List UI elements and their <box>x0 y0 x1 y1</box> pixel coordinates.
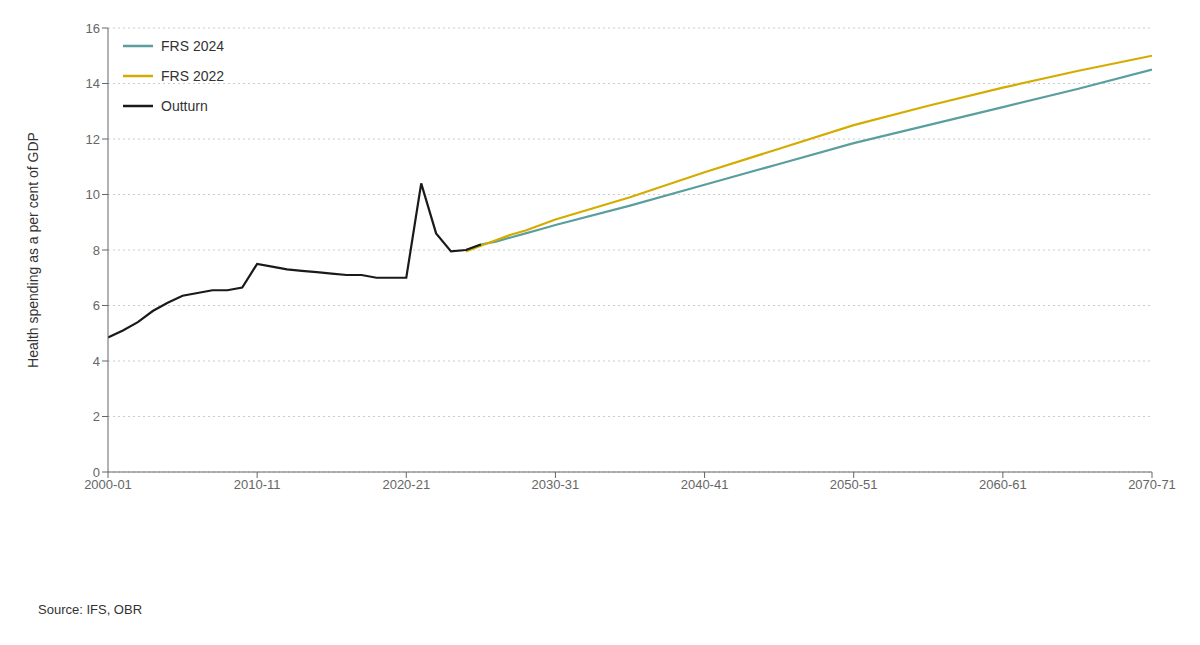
svg-text:6: 6 <box>93 298 100 313</box>
svg-text:2060-61: 2060-61 <box>979 477 1027 492</box>
html-text:FRS 2022: FRS 2022 <box>161 68 224 84</box>
html-text:FRS 2024: FRS 2024 <box>161 38 224 54</box>
html-text:Source: IFS, OBR: Source: IFS, OBR <box>38 602 142 617</box>
svg-text:2020-21: 2020-21 <box>382 477 430 492</box>
svg-text:2050-51: 2050-51 <box>830 477 878 492</box>
html-text:Outturn: Outturn <box>161 98 208 114</box>
svg-text:2040-41: 2040-41 <box>681 477 729 492</box>
svg-text:0: 0 <box>93 465 100 480</box>
svg-text:8: 8 <box>93 243 100 258</box>
svg-text:10: 10 <box>86 187 100 202</box>
svg-text:2: 2 <box>93 409 100 424</box>
svg-text:2030-31: 2030-31 <box>532 477 580 492</box>
svg-text:14: 14 <box>86 76 100 91</box>
svg-text:12: 12 <box>86 132 100 147</box>
svg-text:16: 16 <box>86 21 100 36</box>
svg-text:2070-71: 2070-71 <box>1128 477 1176 492</box>
svg-text:Health spending as a per cent: Health spending as a per cent of GDP <box>25 132 41 368</box>
svg-text:2010-11: 2010-11 <box>234 477 281 492</box>
svg-text:4: 4 <box>93 354 100 369</box>
svg-text:2000-01: 2000-01 <box>84 477 132 492</box>
